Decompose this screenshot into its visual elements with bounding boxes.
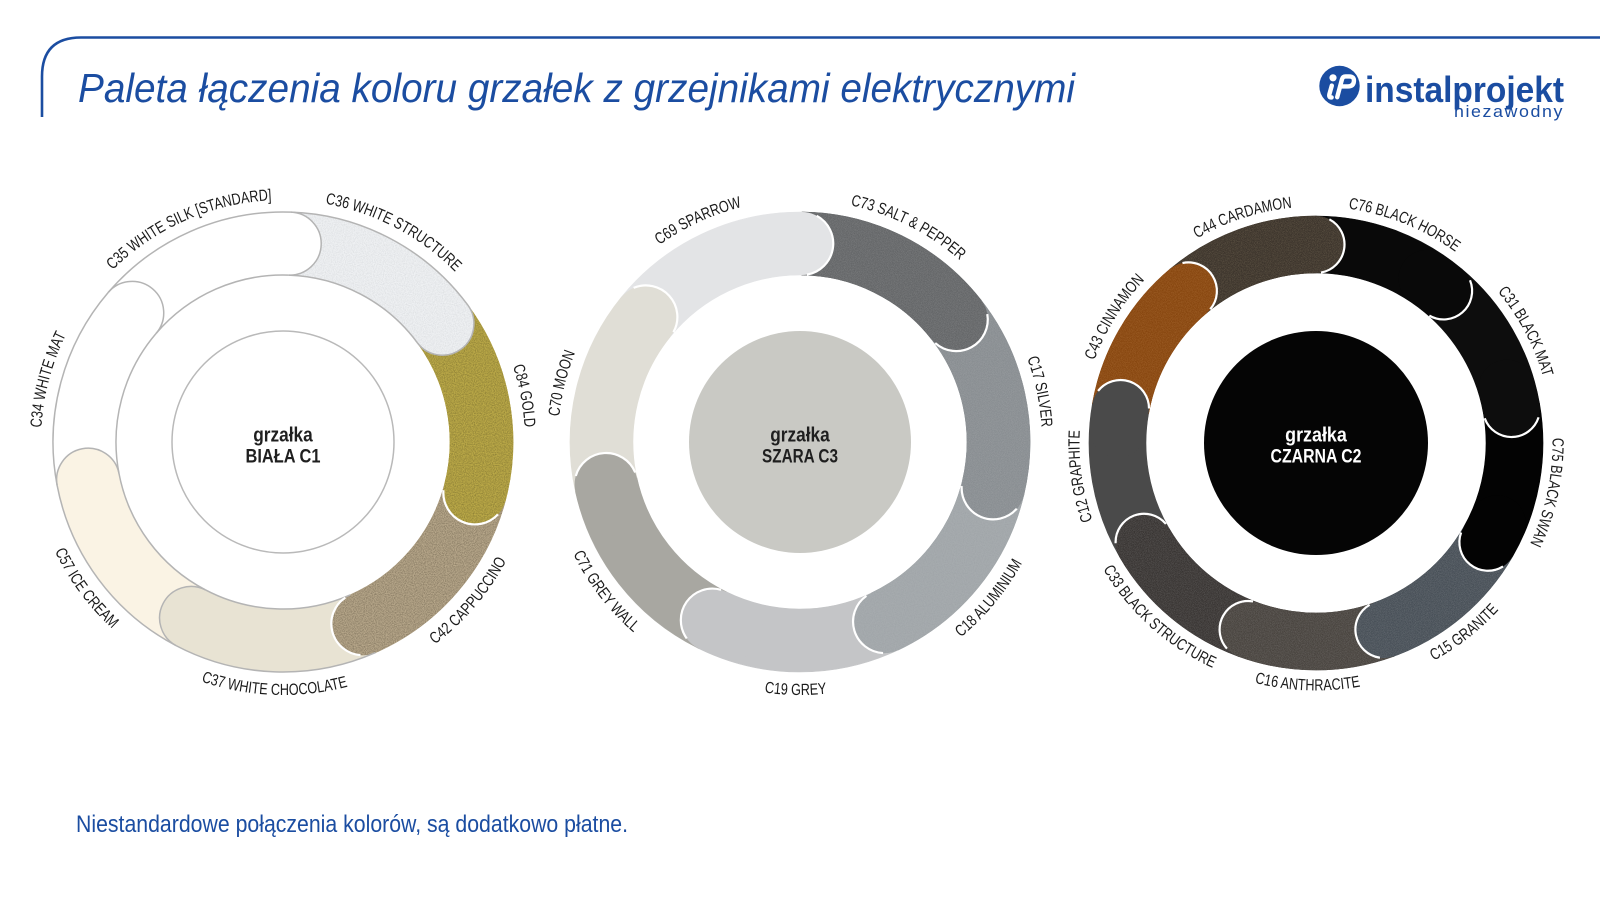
svg-text:BIAŁA C1: BIAŁA C1 bbox=[246, 447, 321, 468]
svg-text:C19 GREY: C19 GREY bbox=[764, 679, 827, 699]
svg-text:Niestandardowe połączenia kolo: Niestandardowe połączenia kolorów, są do… bbox=[76, 811, 628, 838]
svg-text:grzałka: grzałka bbox=[770, 424, 830, 447]
svg-text:grzałka: grzałka bbox=[253, 424, 313, 447]
svg-text:niezawodny: niezawodny bbox=[1454, 102, 1564, 121]
svg-text:instalprojekt: instalprojekt bbox=[1365, 69, 1564, 110]
svg-text:SZARA C3: SZARA C3 bbox=[762, 447, 838, 468]
svg-text:grzałka: grzałka bbox=[1285, 424, 1347, 447]
svg-text:Paleta łączenia koloru grzałek: Paleta łączenia koloru grzałek z grzejni… bbox=[78, 65, 1077, 111]
svg-text:CZARNA C2: CZARNA C2 bbox=[1271, 447, 1362, 468]
